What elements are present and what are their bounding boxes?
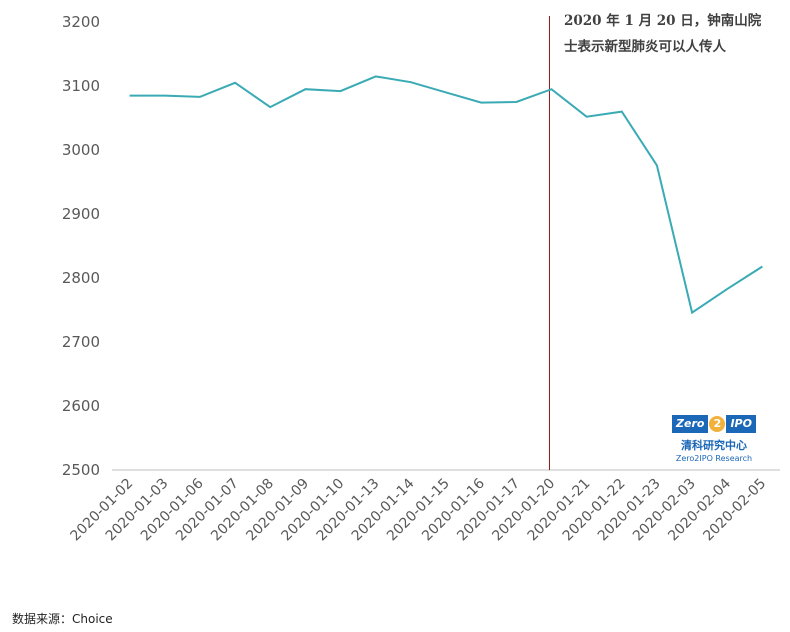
logo-brand-right: IPO	[726, 415, 756, 433]
y-tick-label: 2900	[62, 205, 100, 223]
x-axis-ticks: 2020-01-022020-01-032020-01-062020-01-07…	[68, 475, 770, 544]
y-tick-label: 2500	[62, 461, 100, 479]
logo-mark: Zero 2 IPO	[672, 414, 756, 434]
annotation-line-1: 2020 年 1 月 20 日，钟南山院	[564, 13, 762, 29]
series-line	[129, 75, 763, 315]
y-tick-label: 3100	[62, 77, 100, 95]
logo-cn-name: 清科研究中心	[681, 439, 747, 452]
event-annotation: 2020 年 1 月 20 日，钟南山院 士表示新型肺炎可以人传人	[564, 8, 784, 60]
y-tick-label: 3200	[62, 13, 100, 31]
y-tick-label: 2700	[62, 333, 100, 351]
y-axis-ticks: 3200 3100 3000 2900 2800 2700 2600 2500	[62, 13, 100, 479]
logo-en-name: Zero2IPO Research	[675, 454, 753, 463]
data-source-note: 数据来源：Choice	[12, 612, 113, 626]
logo-brand-mid: 2	[709, 416, 726, 432]
zero2ipo-logo: Zero 2 IPO 清科研究中心 Zero2IPO Research	[668, 412, 760, 463]
y-tick-label: 2800	[62, 269, 100, 287]
y-tick-label: 3000	[62, 141, 100, 159]
logo-brand-left: Zero	[672, 415, 709, 433]
annotation-line-2: 士表示新型肺炎可以人传人	[564, 39, 726, 55]
y-tick-label: 2600	[62, 397, 100, 415]
